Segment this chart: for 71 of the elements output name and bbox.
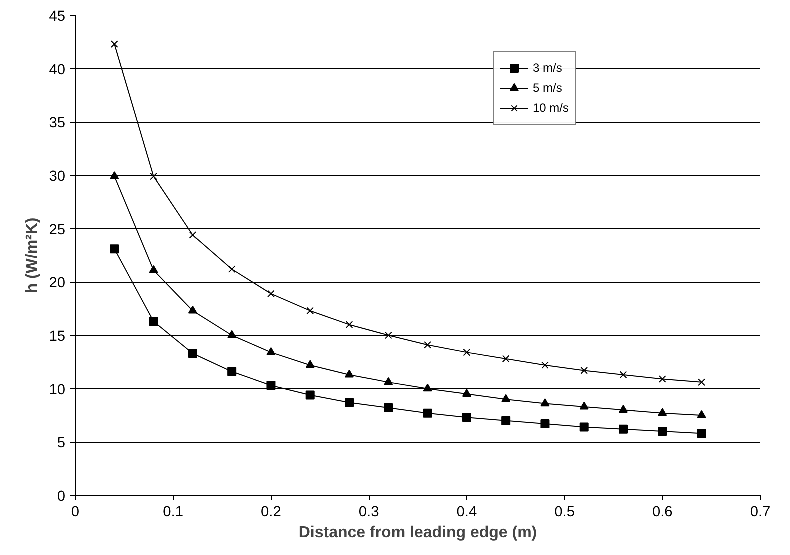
point (188, 306, 198, 314)
point (266, 381, 276, 390)
y-axis-title: h (W/m²K) (24, 218, 42, 294)
point (620, 371, 628, 379)
point (345, 398, 354, 408)
point (384, 377, 394, 386)
point (149, 317, 158, 326)
point (110, 40, 118, 48)
point (502, 355, 510, 363)
point (698, 378, 706, 386)
y-tick-label: 40 (49, 62, 66, 78)
point (658, 408, 668, 416)
point (384, 332, 392, 340)
point (619, 424, 628, 434)
y-tick-label: 15 (49, 329, 66, 345)
point (697, 429, 706, 438)
point (306, 360, 315, 368)
y-tick-label: 10 (49, 382, 66, 398)
point (268, 290, 275, 298)
point (424, 341, 432, 349)
point (110, 244, 120, 254)
point (542, 362, 549, 370)
x-tick-label: 0.6 (652, 504, 673, 520)
point (540, 398, 550, 407)
point (580, 422, 589, 432)
x-tick-label: 0.2 (261, 504, 282, 520)
y-tick-label: 45 (49, 9, 66, 25)
point (306, 307, 314, 315)
point (189, 232, 197, 239)
point (346, 321, 354, 329)
point (423, 408, 432, 418)
point (423, 384, 432, 392)
point (345, 370, 354, 378)
point (658, 376, 666, 383)
point (540, 420, 550, 429)
x-tick-label: 0.3 (358, 504, 380, 520)
point (658, 427, 668, 436)
y-tick-label: 35 (49, 116, 66, 132)
point (150, 172, 158, 180)
x-tick-label: 0.5 (554, 504, 575, 520)
point (502, 394, 511, 402)
point (502, 416, 511, 426)
x-tick-label: 0.1 (163, 504, 184, 520)
point (266, 347, 276, 356)
legend-label: 3 m/s (533, 61, 562, 75)
point (619, 405, 628, 413)
legend-label: 5 m/s (533, 81, 562, 95)
point (580, 402, 589, 410)
point (149, 265, 158, 274)
x-tick-label: 0.7 (750, 504, 771, 520)
point (228, 330, 237, 338)
y-tick-label: 25 (49, 222, 66, 238)
point (110, 171, 120, 180)
x-tick-label: 0.4 (456, 504, 478, 520)
x-axis-title: Distance from leading edge (m) (298, 524, 538, 542)
y-tick-label: 5 (57, 436, 66, 452)
y-tick-label: 20 (49, 276, 66, 292)
point (462, 413, 472, 422)
point (306, 390, 315, 400)
point (462, 389, 472, 397)
x-tick-label: 0 (71, 504, 80, 520)
legend-label: 10 m/s (533, 101, 570, 115)
point (384, 404, 394, 413)
point (228, 367, 237, 376)
point (188, 349, 198, 358)
y-tick-label: 0 (57, 489, 66, 505)
point (580, 367, 588, 374)
point (463, 348, 471, 356)
point (228, 266, 236, 274)
point (697, 410, 706, 418)
y-tick-label: 30 (49, 169, 66, 185)
